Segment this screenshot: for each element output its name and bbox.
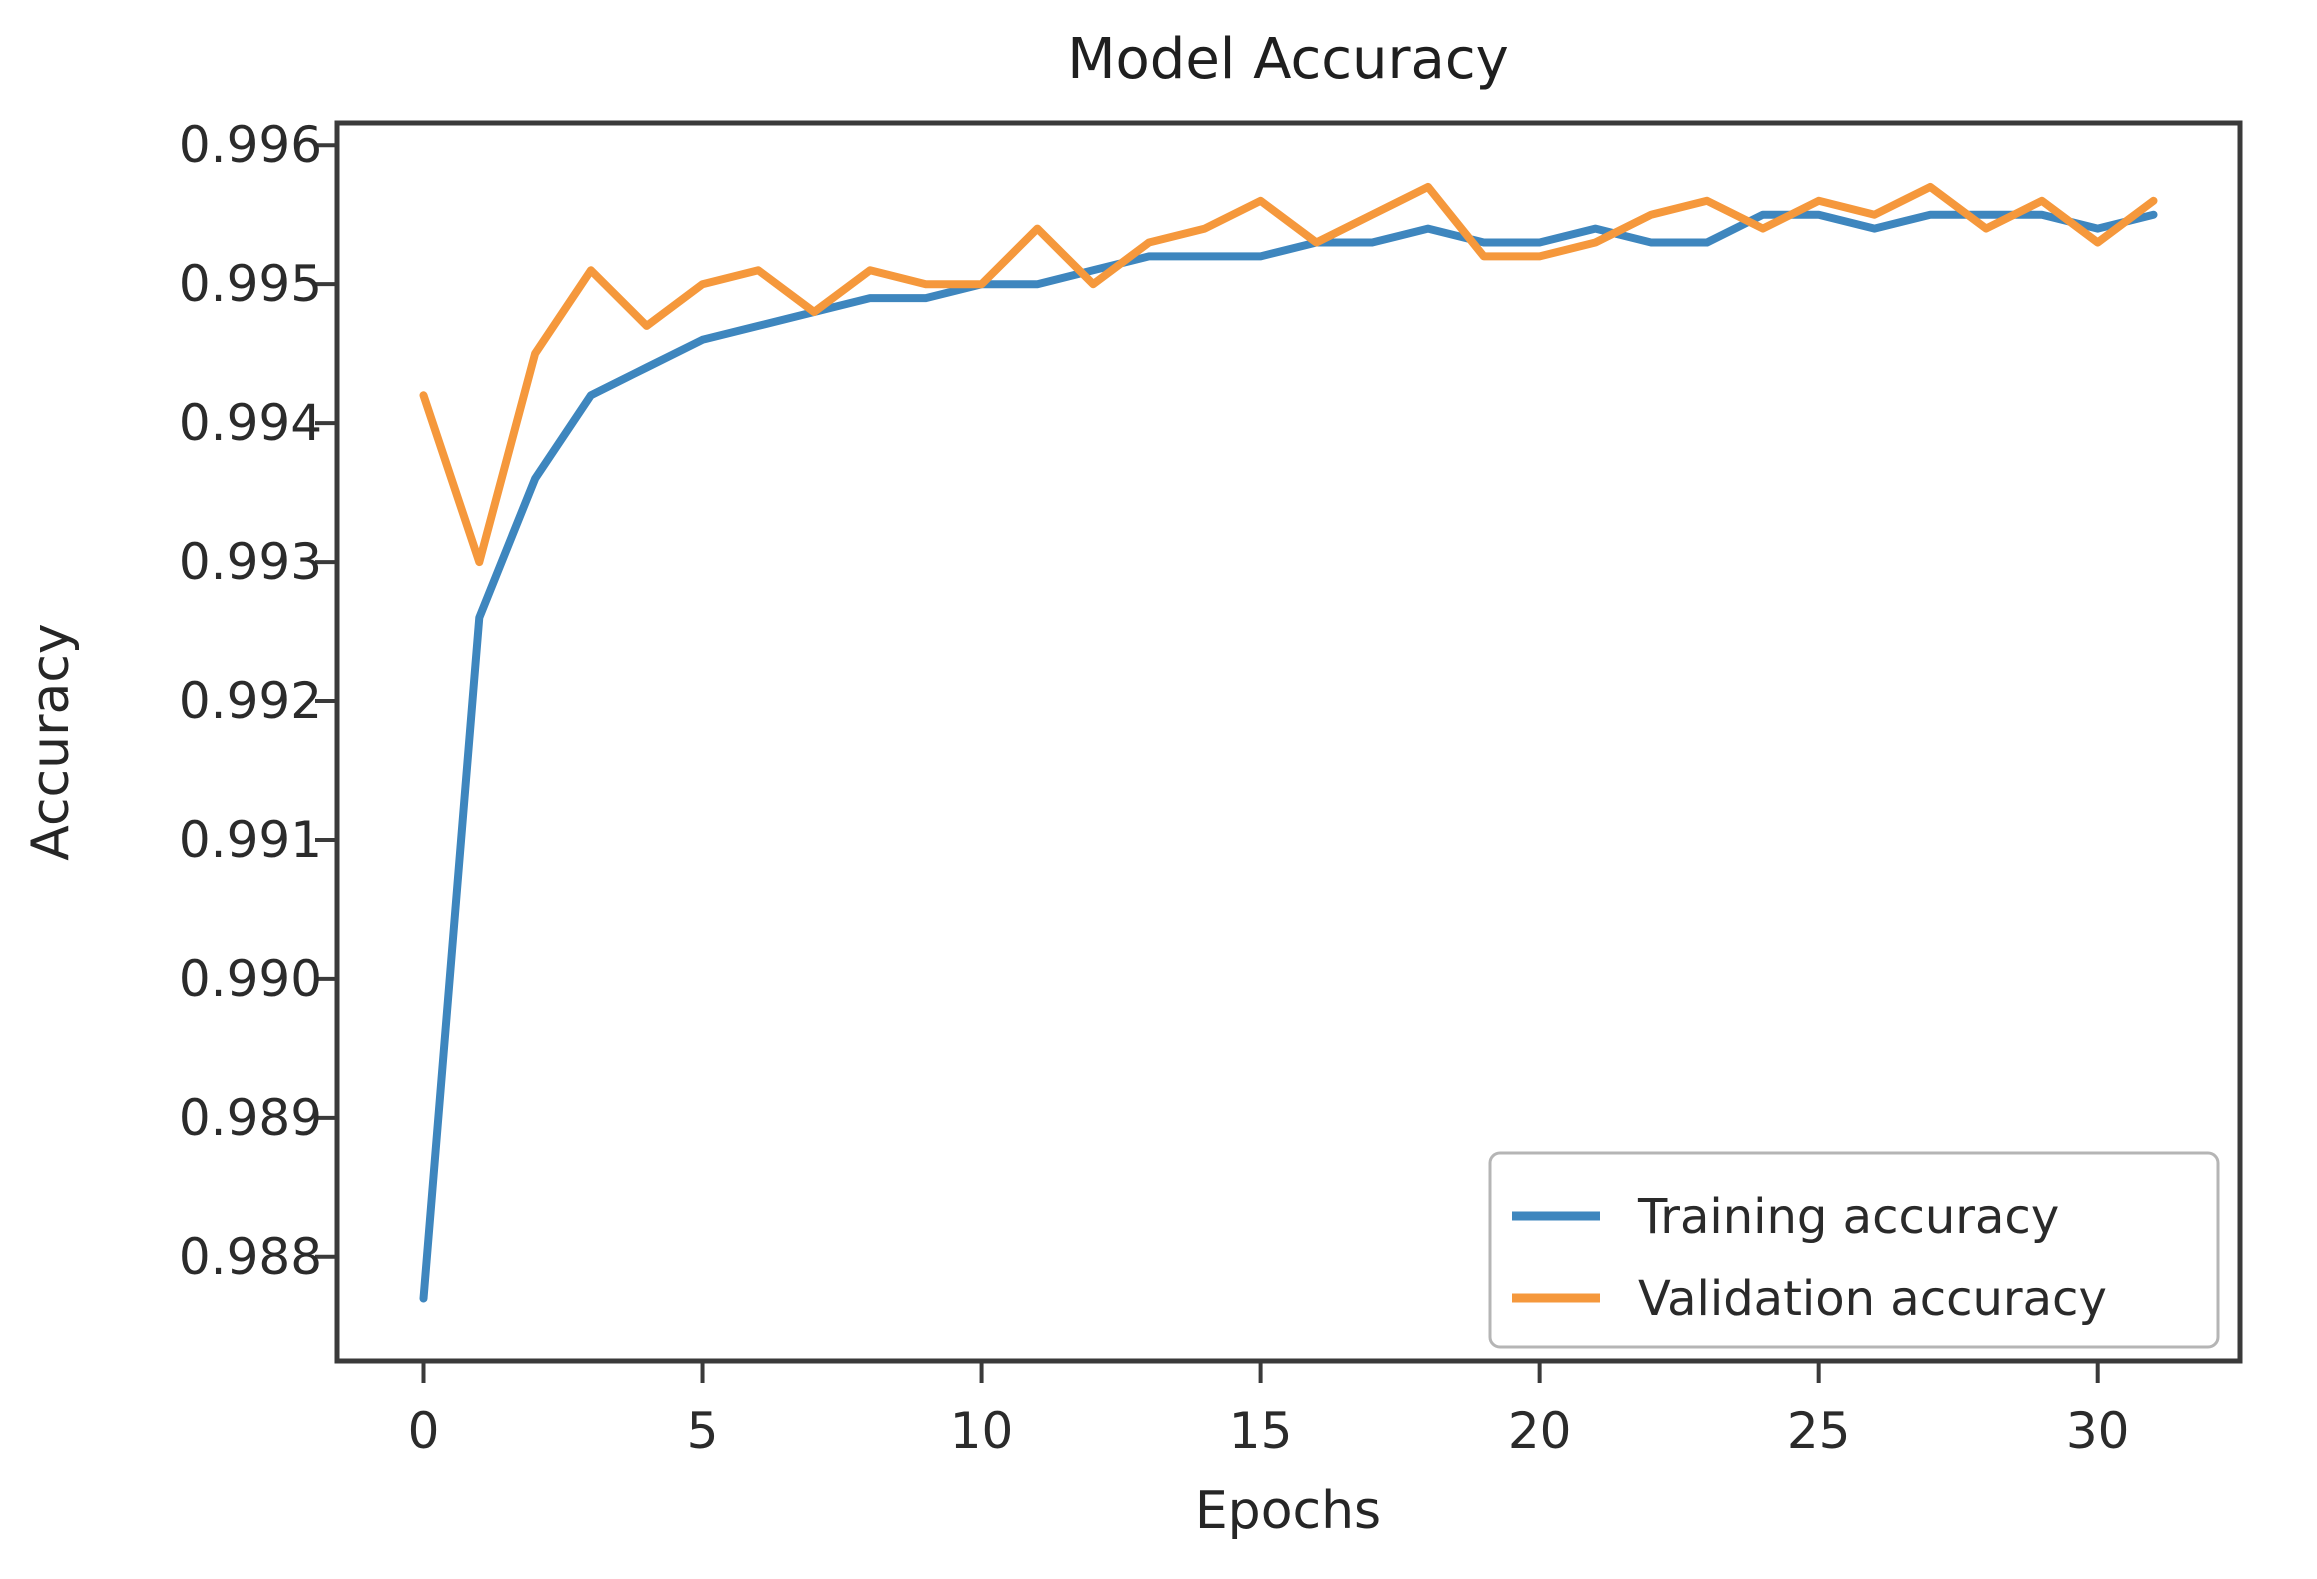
legend-label-training: Training accuracy: [1637, 1189, 2059, 1245]
y-tick-label: 0.990: [179, 950, 322, 1008]
series-line-training: [419, 210, 2158, 1303]
y-tick-label: 0.989: [179, 1089, 322, 1147]
y-tick-label: 0.992: [179, 672, 322, 730]
y-axis-label: Accuracy: [21, 623, 81, 860]
x-tick-label: 30: [2066, 1402, 2130, 1460]
y-tick-label: 0.996: [179, 116, 322, 174]
series-line-validation: [419, 182, 2158, 567]
y-tick-label: 0.993: [179, 533, 322, 591]
y-tick-label: 0.988: [179, 1228, 322, 1286]
legend-box: [1488, 1151, 2220, 1349]
chart-title: Model Accuracy: [1067, 27, 1509, 92]
x-axis-label: Epochs: [1195, 1481, 1381, 1541]
x-tick-label: 0: [408, 1402, 440, 1460]
x-tick-label: 15: [1229, 1402, 1293, 1460]
x-tick-label: 5: [687, 1402, 719, 1460]
y-tick-label: 0.995: [179, 255, 322, 313]
legend: Training accuracy Validation accuracy: [1488, 1151, 2220, 1349]
plot-area: 0 5 10 15 20 25 30 0.988 0.989 0.990 0.991 0.992 0.9…: [179, 116, 2243, 1460]
y-tick-label: 0.991: [179, 811, 322, 869]
x-tick-label: 25: [1787, 1402, 1851, 1460]
x-tick-label: 20: [1508, 1402, 1572, 1460]
legend-label-validation: Validation accuracy: [1638, 1271, 2107, 1327]
x-tick-label: 10: [950, 1402, 1014, 1460]
y-tick-label: 0.994: [179, 394, 322, 452]
axes-spines: [334, 120, 2243, 1364]
